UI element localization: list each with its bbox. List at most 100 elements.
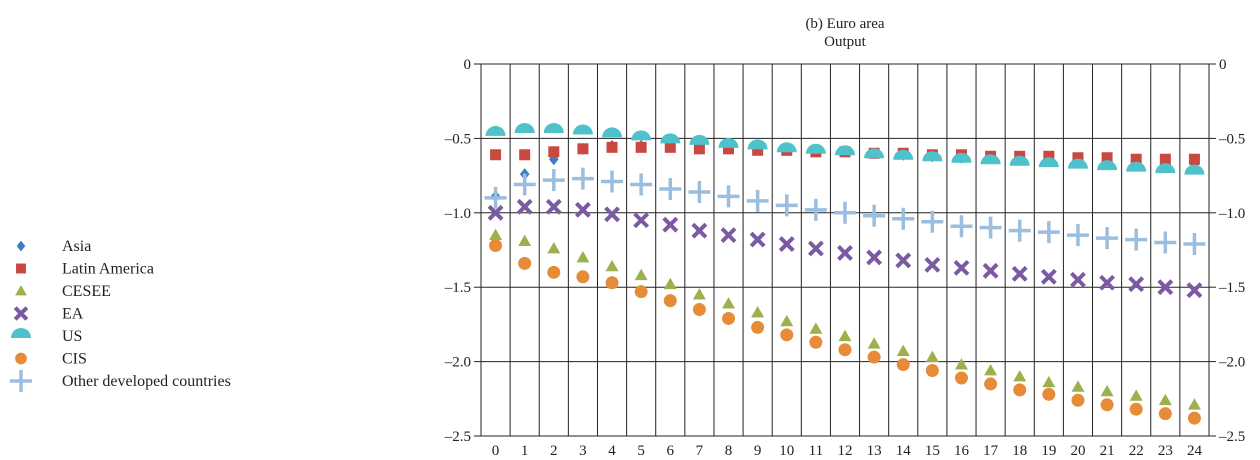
point-us <box>485 125 506 136</box>
point-cesee <box>1013 369 1027 382</box>
point-cis <box>722 311 736 325</box>
point-other-developed-countries <box>1037 221 1060 244</box>
point-us <box>718 137 739 148</box>
x-tick-label: 8 <box>725 443 733 459</box>
y-tick-label-right: –0.5 <box>1218 131 1245 147</box>
legend-item-cis: CIS <box>15 351 87 368</box>
point-cis <box>1042 387 1056 401</box>
legend-marker-cis <box>15 352 27 365</box>
point-us <box>893 149 914 160</box>
legend-label-cesee: CESEE <box>62 283 111 300</box>
point-cis <box>692 303 706 317</box>
point-cesee <box>605 259 619 272</box>
point-cesee <box>896 344 910 357</box>
point-us <box>689 134 710 145</box>
point-other-developed-countries <box>1154 231 1177 254</box>
point-us <box>602 127 623 138</box>
y-tick-label-left: 0 <box>464 57 472 73</box>
point-cesee <box>576 250 590 263</box>
point-latin-america <box>635 141 647 153</box>
point-cis <box>838 343 852 357</box>
point-us <box>1155 163 1176 174</box>
point-cesee <box>780 314 794 327</box>
point-us <box>980 154 1001 165</box>
grid <box>481 63 1209 437</box>
point-ea <box>1070 271 1086 288</box>
point-us <box>864 148 885 159</box>
point-us <box>922 151 943 162</box>
point-us <box>951 152 972 163</box>
point-ea <box>1128 276 1145 293</box>
legend-marker-cesee <box>15 285 27 296</box>
point-other-developed-countries <box>513 173 536 196</box>
point-latin-america <box>1159 153 1171 165</box>
point-cis <box>576 270 590 284</box>
point-ea <box>604 206 620 223</box>
point-cesee <box>954 358 968 370</box>
point-latin-america <box>693 143 705 155</box>
point-latin-america <box>752 144 764 156</box>
y-tick-label-right: –2.5 <box>1218 429 1245 445</box>
point-ea <box>545 198 562 215</box>
point-cesee <box>838 329 852 342</box>
point-ea <box>720 227 737 244</box>
y-tick-label-left: –2.5 <box>444 429 471 445</box>
point-cis <box>1158 407 1172 421</box>
point-other-developed-countries <box>950 215 973 238</box>
chart-subtitle: Output <box>824 34 867 50</box>
point-cis <box>518 256 532 270</box>
point-latin-america <box>723 143 735 155</box>
point-other-developed-countries <box>1125 228 1148 251</box>
point-latin-america <box>577 143 589 155</box>
x-tick-label: 20 <box>1070 443 1085 459</box>
legend-marker-asia <box>16 240 26 252</box>
point-other-developed-countries <box>1096 227 1119 250</box>
data-points <box>484 122 1206 425</box>
point-us <box>1038 157 1059 168</box>
legend-item-latin-america: Latin America <box>16 261 154 278</box>
point-us <box>543 122 564 133</box>
point-cesee <box>1042 375 1056 388</box>
point-cesee <box>722 297 736 309</box>
point-cesee <box>867 337 881 349</box>
legend-item-us: US <box>11 328 82 345</box>
x-tick-label: 0 <box>492 443 500 459</box>
point-cesee <box>518 234 532 246</box>
point-other-developed-countries <box>659 177 682 200</box>
point-cis <box>1187 411 1201 425</box>
point-cis <box>1129 402 1143 416</box>
legend-item-other-developed-countries: Other developed countries <box>10 370 231 392</box>
y-tick-label-left: –2.0 <box>444 355 471 371</box>
point-ea <box>807 240 824 257</box>
point-ea <box>1099 274 1115 291</box>
point-ea <box>837 245 853 261</box>
point-us <box>1009 155 1030 166</box>
y-tick-label-left: –1.0 <box>444 206 471 222</box>
point-cis <box>751 320 765 334</box>
point-cesee <box>751 305 765 318</box>
legend-label-ea: EA <box>62 306 84 323</box>
point-us <box>631 130 652 141</box>
point-latin-america <box>1101 152 1113 164</box>
point-cis <box>634 285 648 299</box>
point-us <box>572 124 593 135</box>
point-other-developed-countries <box>921 210 944 233</box>
point-ea <box>1157 279 1174 296</box>
point-cesee <box>547 242 561 254</box>
point-cesee <box>692 288 706 300</box>
point-ea <box>982 262 999 279</box>
legend-item-ea: EA <box>13 306 84 323</box>
point-other-developed-countries <box>1183 233 1206 256</box>
point-cis <box>780 328 794 342</box>
point-other-developed-countries <box>834 201 856 224</box>
point-cis <box>867 350 881 364</box>
y-tick-label-right: –2.0 <box>1218 355 1245 371</box>
point-latin-america <box>1188 153 1200 165</box>
point-cis <box>984 377 998 391</box>
point-cis <box>925 364 939 378</box>
point-cis <box>1071 393 1085 407</box>
point-ea <box>575 201 591 218</box>
point-us <box>1067 158 1088 169</box>
point-ea <box>633 212 650 229</box>
legend-label-asia: Asia <box>62 238 91 255</box>
